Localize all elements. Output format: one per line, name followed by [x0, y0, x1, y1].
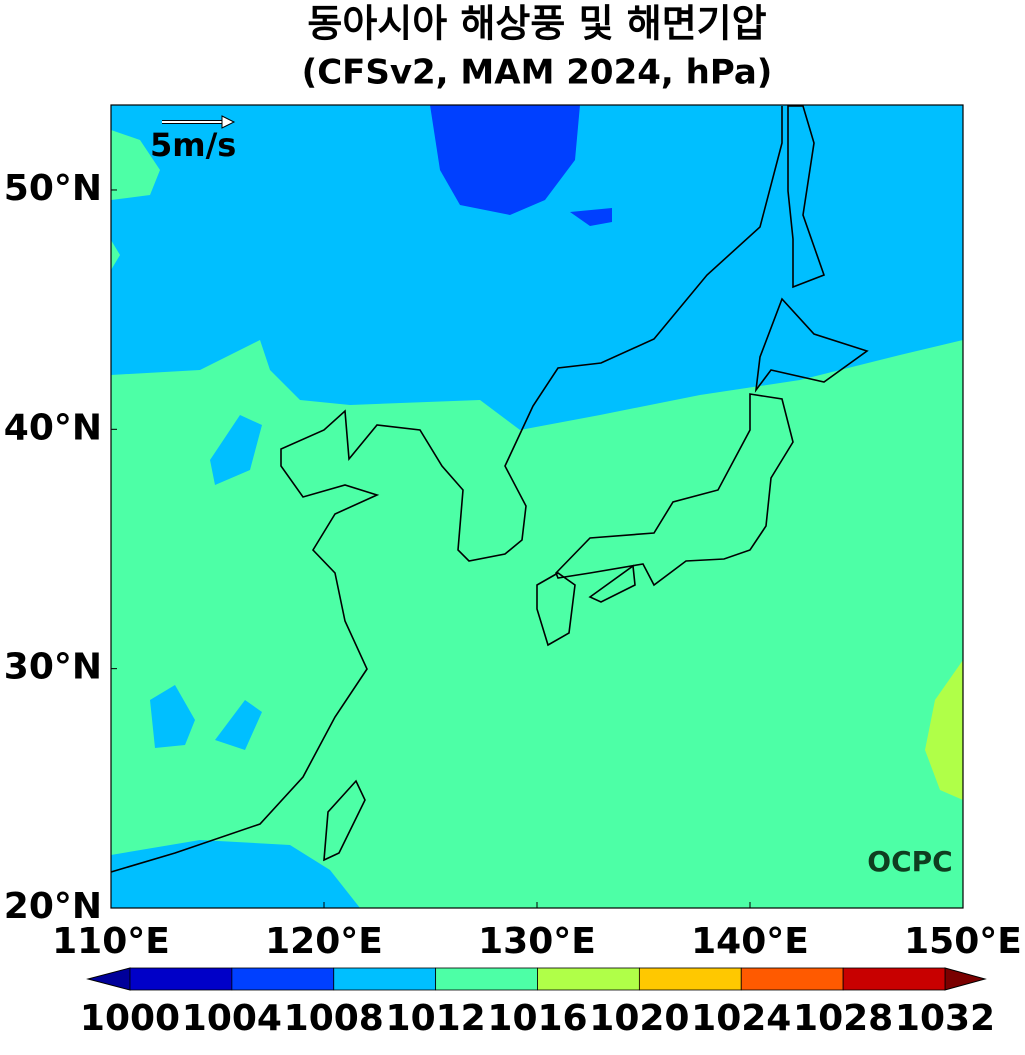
- pressure-fill: [111, 105, 963, 430]
- colorbar-segment: [129, 967, 233, 991]
- coastline: [787, 105, 826, 289]
- colorbar-label: 1000: [80, 998, 180, 1039]
- x-tick-label: 150°E: [904, 921, 1022, 962]
- colorbar-label: 1016: [487, 998, 587, 1039]
- y-tick-label: 30°N: [4, 647, 102, 688]
- pressure-fill: [430, 105, 580, 215]
- pressure-fill: [570, 208, 612, 226]
- colorbar-label: 1012: [386, 998, 486, 1039]
- map-layer: 5m/s OCPC: [110, 104, 964, 909]
- coastline: [536, 572, 576, 647]
- coastline: [588, 564, 636, 603]
- x-tick-label: 120°E: [265, 921, 383, 962]
- pressure-fill: [215, 700, 262, 750]
- colorbar-label: 1004: [182, 998, 282, 1039]
- coastline: [555, 393, 794, 587]
- coastline: [754, 297, 869, 393]
- pressure-fill: [210, 415, 262, 485]
- colorbar-extend: [944, 967, 987, 991]
- colorbar-label: 1020: [589, 998, 689, 1039]
- y-tick-label: 50°N: [4, 168, 102, 209]
- colorbar-label: 1032: [895, 998, 995, 1039]
- coastline: [323, 779, 366, 862]
- x-tick-label: 140°E: [691, 921, 809, 962]
- colorbar-segment: [842, 967, 946, 991]
- subtitle: (CFSv2, MAM 2024, hPa): [302, 53, 773, 93]
- colorbar-extend: [86, 967, 131, 991]
- pressure-fill: [925, 660, 963, 800]
- colorbar-segment: [740, 967, 844, 991]
- watermark: OCPC: [867, 845, 952, 878]
- x-tick-label: 130°E: [478, 921, 596, 962]
- x-tick-label: 110°E: [52, 921, 170, 962]
- coastline: [110, 106, 783, 873]
- reference-vector: [162, 115, 236, 129]
- pressure-fill: [150, 685, 195, 748]
- y-tick-label: 40°N: [4, 407, 102, 448]
- title: 동아시아 해상풍 및 해면기압: [307, 2, 766, 46]
- colorbar-segment: [231, 967, 335, 991]
- pressure-fill: [111, 840, 360, 908]
- colorbar-label: 1024: [691, 998, 791, 1039]
- colorbar-segment: [638, 967, 742, 991]
- reference-vector-label: 5m/s: [150, 126, 236, 164]
- colorbar-label: 1008: [284, 998, 384, 1039]
- colorbar-label: 1028: [793, 998, 893, 1039]
- colorbar-segment: [537, 967, 640, 991]
- colorbar-segment: [435, 967, 538, 991]
- colorbar-segment: [333, 967, 437, 991]
- y-tick-label: 20°N: [4, 886, 102, 927]
